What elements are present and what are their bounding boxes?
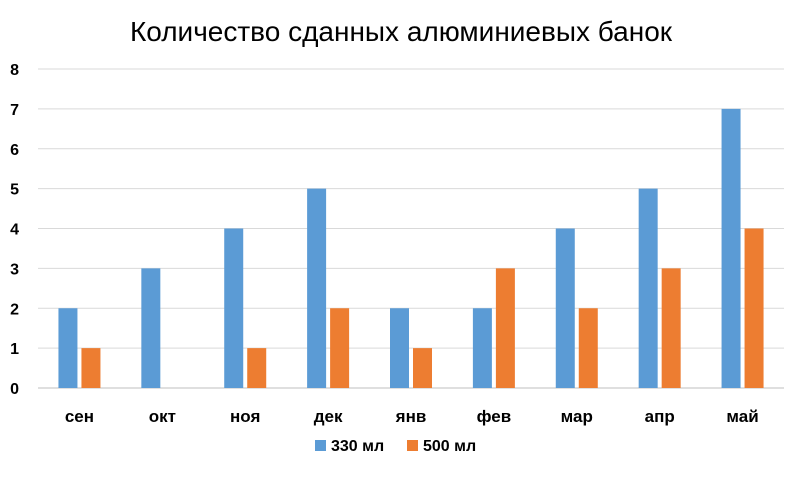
legend: 330 мл 500 мл	[315, 438, 476, 455]
bar-500-мл-сен	[81, 348, 101, 388]
x-tick-label: апр	[645, 407, 675, 426]
bar-330-мл-янв	[390, 308, 409, 388]
bar-330-мл-ноя	[224, 228, 244, 388]
legend-label: 330 мл	[331, 438, 384, 455]
bar-500-мл-янв	[413, 348, 432, 388]
bar-500-мл-апр	[661, 268, 681, 388]
y-axis-ticks: 0 1 2 3 4 5 6 7 8	[10, 62, 19, 398]
bar-330-мл-сен	[58, 308, 78, 388]
bar-330-мл-окт	[141, 268, 161, 388]
bar-500-мл-фев	[495, 268, 515, 388]
x-tick-label: ноя	[230, 407, 260, 426]
x-tick-label: май	[726, 407, 758, 426]
x-tick-label: окт	[149, 407, 176, 426]
y-tick-label: 3	[10, 261, 19, 278]
bar-500-мл-мар	[578, 308, 598, 388]
x-tick-label: сен	[65, 407, 94, 426]
x-axis-ticks: сен окт ноя дек янв фев мар апр май	[65, 407, 759, 426]
bars	[58, 108, 764, 388]
y-tick-label: 2	[10, 301, 19, 318]
bar-330-мл-дек	[307, 188, 327, 388]
x-tick-label: янв	[395, 407, 427, 426]
gridlines	[38, 68, 784, 389]
x-tick-label: фев	[477, 407, 512, 426]
chart-title: Количество сданных алюминиевых банок	[130, 16, 673, 47]
x-tick-label: мар	[561, 407, 593, 426]
bar-330-мл-фев	[472, 308, 492, 388]
y-tick-label: 7	[10, 102, 19, 119]
bar-330-мл-май	[721, 108, 741, 388]
y-tick-label: 5	[10, 182, 19, 199]
legend-swatch	[407, 440, 418, 451]
bar-330-мл-апр	[638, 188, 658, 388]
y-tick-label: 8	[10, 62, 19, 79]
bar-500-мл-дек	[330, 308, 350, 388]
y-tick-label: 0	[10, 381, 19, 398]
y-tick-label: 1	[10, 341, 19, 358]
y-tick-label: 6	[10, 142, 19, 159]
y-tick-label: 4	[10, 222, 19, 239]
legend-swatch	[315, 440, 326, 451]
bar-330-мл-мар	[555, 228, 575, 388]
bar-500-мл-май	[744, 228, 764, 388]
bar-500-мл-ноя	[247, 348, 267, 388]
x-tick-label: дек	[314, 407, 343, 426]
legend-label: 500 мл	[423, 438, 476, 455]
